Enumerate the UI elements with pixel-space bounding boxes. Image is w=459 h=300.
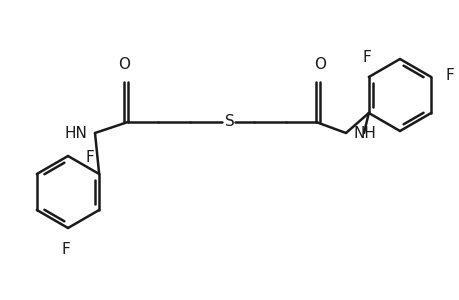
Text: NH: NH — [353, 125, 376, 140]
Text: F: F — [62, 242, 70, 257]
Text: O: O — [313, 57, 325, 72]
Text: HN: HN — [64, 125, 87, 140]
Text: O: O — [118, 57, 130, 72]
Text: F: F — [86, 151, 95, 166]
Text: F: F — [362, 50, 370, 65]
Text: F: F — [444, 68, 453, 82]
Text: S: S — [224, 115, 235, 130]
